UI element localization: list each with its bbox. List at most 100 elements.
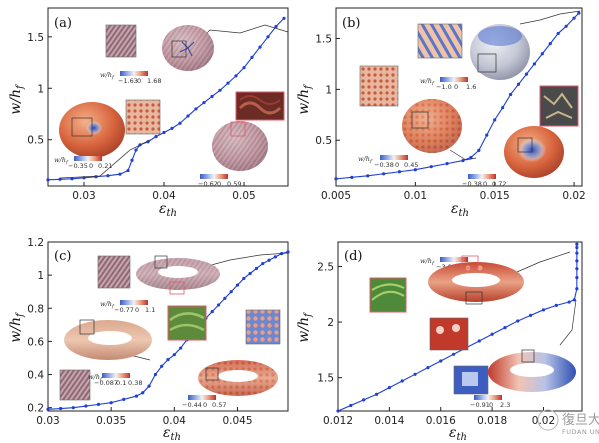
y-tick-label: 0.6 bbox=[27, 336, 44, 348]
data-series bbox=[334, 11, 581, 181]
data-point bbox=[469, 155, 473, 160]
data-point bbox=[439, 359, 443, 363]
data-series bbox=[336, 242, 579, 413]
data-point bbox=[541, 308, 546, 312]
data-point bbox=[366, 174, 370, 178]
y-ticks: 0.2 0.4 0.6 0.8 1 1.2 bbox=[27, 237, 52, 415]
data-point bbox=[242, 276, 246, 281]
data-point bbox=[210, 94, 214, 99]
svg-text:−0.38: −0.38 bbox=[462, 180, 482, 188]
y-ticks: 0.5 1 1.5 bbox=[27, 32, 52, 147]
data-point bbox=[266, 35, 270, 39]
data-point bbox=[532, 62, 536, 66]
data-point bbox=[172, 353, 176, 357]
y-tick-label: 0.5 bbox=[315, 135, 332, 147]
data-point bbox=[516, 82, 521, 86]
data-point bbox=[194, 107, 198, 111]
data-point bbox=[273, 255, 277, 259]
data-point bbox=[267, 258, 271, 262]
data-point bbox=[254, 266, 259, 271]
data-point bbox=[451, 352, 456, 356]
zoom-inset bbox=[245, 309, 281, 345]
data-point bbox=[572, 16, 576, 20]
svg-text:w/hf: w/hf bbox=[100, 71, 115, 81]
svg-text:w/hf: w/hf bbox=[420, 257, 435, 267]
data-point bbox=[84, 404, 88, 408]
svg-text:FUDAN UNIVERSITY: FUDAN UNIVERSITY bbox=[562, 428, 599, 436]
data-point bbox=[413, 168, 417, 172]
svg-text:w/hf: w/hf bbox=[54, 156, 69, 166]
svg-text:w/hf: w/hf bbox=[420, 77, 435, 87]
data-point bbox=[261, 261, 265, 266]
panel-d: 0.012 0.014 0.016 0.018 0.02 1.5 2 2.5 (d) w/h… bbox=[296, 241, 599, 443]
data-point bbox=[153, 372, 157, 377]
data-point bbox=[134, 394, 139, 398]
y-tick-label: 1.5 bbox=[317, 373, 334, 385]
svg-text:0: 0 bbox=[135, 306, 139, 314]
svg-text:−0.38: −0.38 bbox=[374, 161, 394, 169]
data-point bbox=[166, 358, 170, 362]
colorbar: −0.62 0 0.59 bbox=[198, 174, 241, 188]
data-point bbox=[564, 24, 568, 28]
zoom-inset bbox=[417, 23, 463, 59]
colorbar: −0.38 0 0.72 bbox=[462, 174, 506, 188]
y-tick-label: 0.8 bbox=[27, 303, 44, 315]
plot-frame bbox=[47, 7, 289, 187]
data-point bbox=[429, 165, 433, 169]
panel-label: (b) bbox=[342, 16, 360, 31]
svg-text:復旦大學: 復旦大學 bbox=[562, 412, 599, 428]
colorbar: w/hf −1.63 0 1.68 bbox=[100, 71, 161, 85]
svg-text:−1.0: −1.0 bbox=[436, 83, 452, 91]
data-point bbox=[109, 401, 113, 405]
render-top-sphere bbox=[470, 24, 530, 80]
data-point bbox=[235, 283, 240, 287]
x-axis-label: εth bbox=[451, 201, 469, 219]
guide-line bbox=[59, 139, 151, 179]
data-point bbox=[567, 300, 571, 304]
svg-text:0.21: 0.21 bbox=[98, 162, 112, 170]
svg-text:−3.0: −3.0 bbox=[436, 263, 452, 271]
x-ticks: 0.012 0.014 0.016 0.018 0.02 bbox=[323, 407, 555, 427]
x-ticks: 0.005 0.01 0.015 0.02 bbox=[321, 182, 586, 202]
data-point bbox=[575, 259, 579, 263]
data-point bbox=[46, 178, 50, 182]
svg-text:0.1: 0.1 bbox=[116, 379, 126, 387]
svg-text:−0.35: −0.35 bbox=[68, 162, 88, 170]
x-tick-label: 0.018 bbox=[477, 415, 507, 427]
data-point bbox=[122, 397, 126, 402]
data-point bbox=[160, 364, 164, 368]
data-point bbox=[282, 16, 286, 20]
data-point bbox=[179, 346, 183, 350]
guide-line bbox=[519, 10, 581, 25]
data-point bbox=[572, 298, 576, 302]
render-left-torus bbox=[64, 319, 152, 360]
data-point bbox=[362, 398, 366, 402]
data-point bbox=[485, 133, 489, 137]
svg-text:1.6: 1.6 bbox=[466, 83, 476, 91]
x-tick-label: 0.05 bbox=[232, 190, 255, 202]
svg-text:0: 0 bbox=[137, 77, 141, 85]
render-top-sphere bbox=[162, 25, 214, 71]
svg-text:0.57: 0.57 bbox=[212, 401, 226, 409]
zoom-inset bbox=[59, 369, 91, 401]
panel-label: (c) bbox=[54, 249, 71, 264]
data-point bbox=[46, 407, 50, 411]
svg-text:−0.087: −0.087 bbox=[94, 379, 118, 387]
x-tick-label: 0.02 bbox=[532, 415, 555, 427]
colorbar: −0.91 0 2.3 bbox=[470, 395, 510, 409]
data-point bbox=[382, 172, 386, 176]
render-left-sphere bbox=[59, 102, 125, 158]
svg-text:0: 0 bbox=[489, 401, 493, 409]
data-point bbox=[387, 386, 391, 390]
data-point bbox=[477, 339, 481, 343]
guide-line bbox=[449, 149, 477, 161]
x-tick-label: 0.005 bbox=[321, 190, 351, 202]
panel-label: (d) bbox=[344, 249, 362, 264]
data-point bbox=[71, 406, 75, 410]
data-point bbox=[223, 296, 227, 300]
x-tick-label: 0.014 bbox=[374, 415, 404, 427]
data-point bbox=[162, 130, 166, 135]
render-right-sphere bbox=[504, 126, 564, 178]
data-point bbox=[210, 309, 214, 314]
